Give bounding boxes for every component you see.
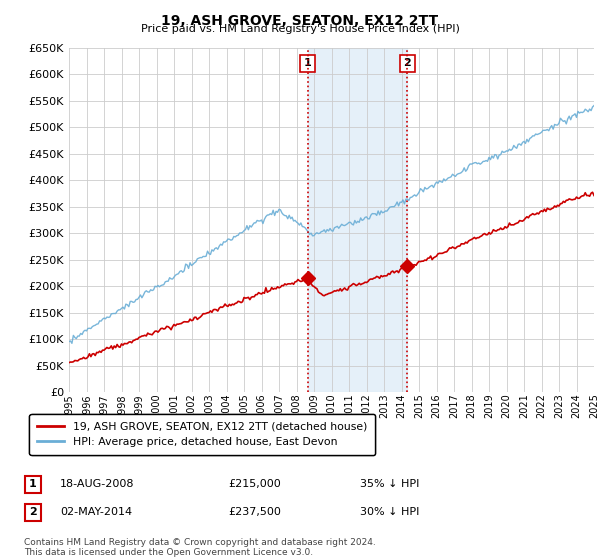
Bar — [308, 48, 407, 392]
Legend: 19, ASH GROVE, SEATON, EX12 2TT (detached house), HPI: Average price, detached h: 19, ASH GROVE, SEATON, EX12 2TT (detache… — [29, 414, 375, 455]
Text: 35% ↓ HPI: 35% ↓ HPI — [360, 479, 419, 489]
Text: 1: 1 — [304, 58, 311, 68]
Text: 2: 2 — [404, 58, 412, 68]
Text: Contains HM Land Registry data © Crown copyright and database right 2024.
This d: Contains HM Land Registry data © Crown c… — [24, 538, 376, 557]
Text: 02-MAY-2014: 02-MAY-2014 — [60, 507, 132, 517]
Text: Price paid vs. HM Land Registry's House Price Index (HPI): Price paid vs. HM Land Registry's House … — [140, 24, 460, 34]
Text: 30% ↓ HPI: 30% ↓ HPI — [360, 507, 419, 517]
Text: 2: 2 — [29, 507, 37, 517]
Text: 19, ASH GROVE, SEATON, EX12 2TT: 19, ASH GROVE, SEATON, EX12 2TT — [161, 14, 439, 28]
Text: 18-AUG-2008: 18-AUG-2008 — [60, 479, 134, 489]
Text: 1: 1 — [29, 479, 37, 489]
Text: £215,000: £215,000 — [228, 479, 281, 489]
Text: £237,500: £237,500 — [228, 507, 281, 517]
